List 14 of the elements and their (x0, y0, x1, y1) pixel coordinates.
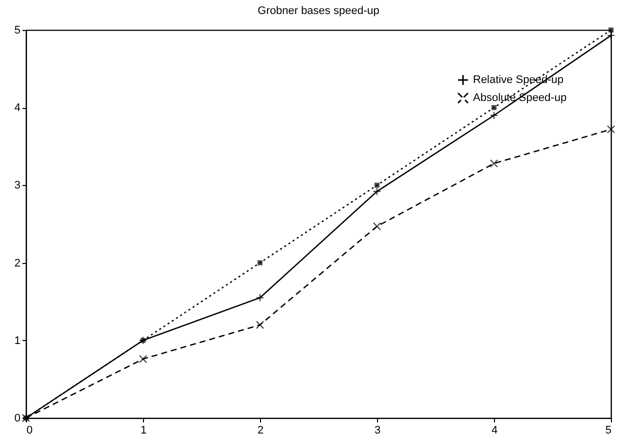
x-tick-label: 2 (257, 424, 264, 436)
x-tick-label: 0 (26, 424, 33, 436)
y-tick-label: 3 (14, 180, 20, 192)
chart-title: Grobner bases speed-up (258, 5, 380, 17)
legend-label: Absolute Speed-up (473, 92, 567, 104)
x-tick-label: 5 (605, 424, 612, 436)
y-tick-label: 2 (14, 257, 20, 270)
y-tick-label: 1 (14, 334, 20, 347)
x-tick-label: 3 (374, 424, 381, 436)
y-tick-label: 5 (14, 24, 20, 36)
x-tick-label: 4 (491, 424, 498, 436)
y-tick-label: 4 (14, 102, 20, 114)
x-tick-label: 1 (140, 424, 147, 436)
y-tick-label: 0 (14, 412, 20, 424)
